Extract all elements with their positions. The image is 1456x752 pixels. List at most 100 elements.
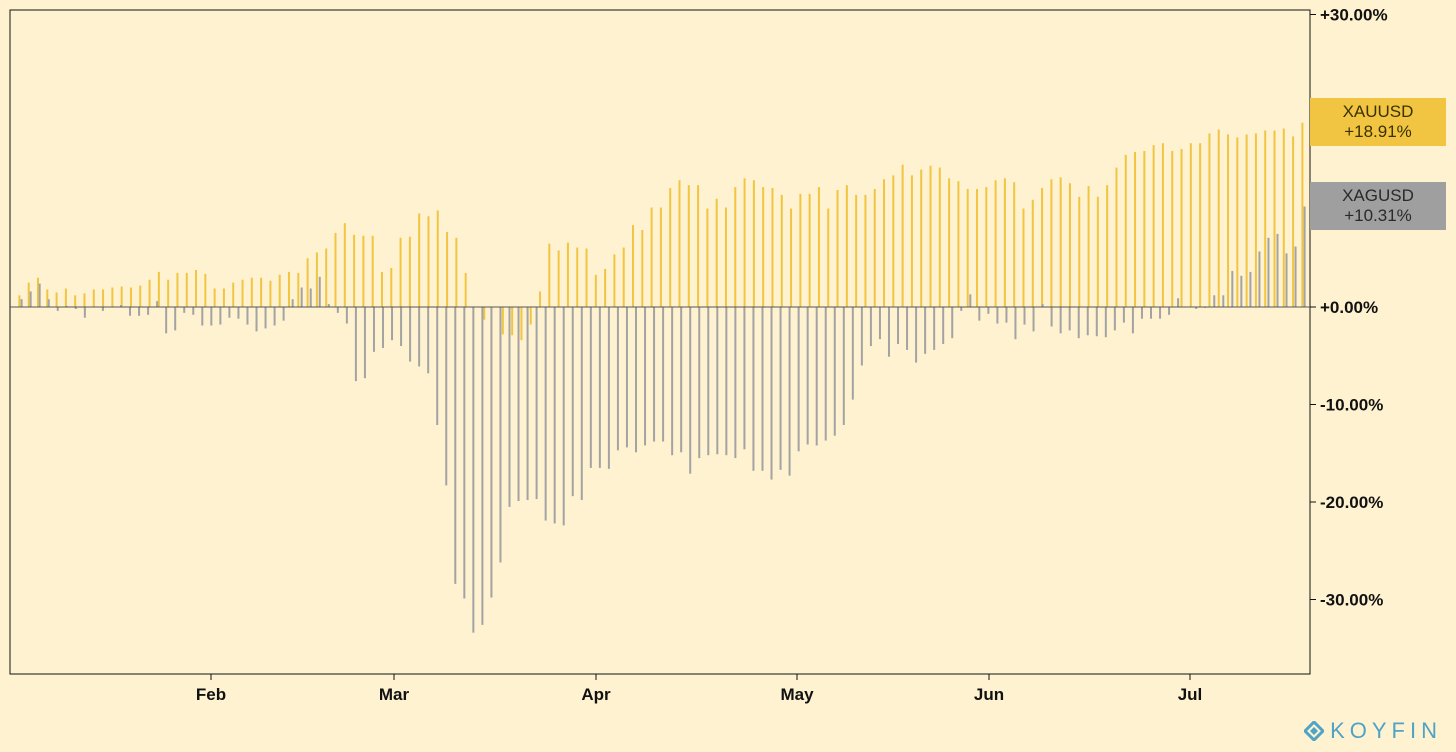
xauusd-bar	[455, 237, 458, 307]
xauusd-bar	[1031, 199, 1034, 307]
xagusd-bar	[147, 307, 150, 315]
xagusd-bar	[1168, 307, 1171, 315]
xagusd-bar	[671, 307, 674, 456]
xagusd-bar	[201, 307, 204, 326]
xagusd-bar	[101, 307, 104, 311]
xauusd-bar	[269, 280, 272, 307]
xagusd-bar	[436, 307, 439, 425]
xauusd-bar	[520, 307, 523, 341]
xauusd-bar	[511, 307, 514, 336]
xagusd-bar	[526, 307, 529, 501]
xagusd-bar	[544, 307, 547, 521]
xagusd-bar	[427, 307, 430, 374]
xauusd-bar	[892, 175, 895, 308]
xagusd-bar	[1159, 307, 1162, 319]
xagusd-bar	[255, 307, 258, 332]
xauusd-bar	[74, 295, 77, 307]
xauusd-bar	[213, 288, 216, 307]
xauusd-bar	[129, 287, 132, 307]
xagusd-bar	[842, 307, 845, 425]
xagusd-bar	[598, 307, 601, 468]
xagusd-bar	[400, 307, 403, 346]
xagusd-bar	[1285, 253, 1288, 308]
xagusd-bar	[29, 291, 32, 307]
xauusd-bar	[1022, 208, 1025, 307]
xauusd-bar	[1199, 143, 1202, 307]
xagusd-bar	[571, 307, 574, 497]
xauusd-bar	[92, 289, 95, 307]
y-tick-label: -20.00%	[1320, 493, 1383, 512]
xagusd-bar	[228, 307, 231, 318]
xagusd-bar	[1140, 307, 1143, 319]
xauusd-bar	[1227, 134, 1230, 307]
xagusd-bar	[1276, 233, 1279, 308]
xauusd-bar	[780, 194, 783, 308]
xauusd-bar	[501, 307, 504, 335]
xauusd-bar	[864, 194, 867, 308]
xagusd-bar	[119, 305, 122, 307]
xagusd-bar	[20, 299, 23, 307]
xagusd-bar	[1195, 307, 1198, 309]
xagusd-bar	[174, 307, 177, 331]
xauusd-bar	[139, 285, 142, 307]
xauusd-bar	[1217, 129, 1220, 307]
y-tick-label: +30.00%	[1320, 6, 1388, 25]
xauusd-bar	[1041, 188, 1044, 307]
xagusd-bar	[978, 307, 981, 321]
xagusd-bar	[1059, 307, 1062, 334]
brand-label: KOYFIN	[1330, 718, 1442, 743]
xauusd-bar	[46, 289, 49, 307]
legend-xagusd-name: XAGUSD	[1342, 186, 1414, 205]
xauusd-bar	[669, 188, 672, 307]
xagusd-bar	[129, 307, 132, 316]
xagusd-bar	[499, 307, 502, 563]
xagusd-bar	[463, 307, 466, 599]
xagusd-bar	[336, 307, 339, 313]
xauusd-bar	[288, 271, 291, 307]
xagusd-bar	[1267, 237, 1270, 307]
xauusd-bar	[260, 277, 263, 307]
xauusd-bar	[436, 210, 439, 307]
xagusd-bar	[662, 307, 665, 442]
legend-xauusd-name: XAUUSD	[1342, 102, 1414, 121]
xagusd-bar	[580, 307, 583, 501]
xauusd-bar	[362, 235, 365, 307]
xauusd-bar	[594, 274, 597, 307]
xagusd-bar	[83, 307, 86, 318]
xagusd-bar	[363, 307, 366, 379]
xauusd-bar	[1236, 137, 1239, 307]
xagusd-bar	[418, 307, 421, 367]
xauusd-bar	[334, 232, 337, 307]
xauusd-bars	[18, 122, 1304, 341]
xagusd-bar	[345, 307, 348, 324]
xauusd-bar	[566, 242, 569, 307]
xagusd-bar	[797, 307, 800, 452]
xagusd-bar	[282, 307, 285, 321]
xagusd-bar	[445, 307, 448, 486]
xauusd-bar	[622, 247, 625, 307]
xauusd-bar	[938, 167, 941, 307]
xagusd-bar	[915, 307, 918, 363]
xagusd-bar	[481, 307, 484, 625]
xagusd-bar	[1068, 307, 1071, 331]
xauusd-bar	[399, 237, 402, 307]
xauusd-bar	[1003, 178, 1006, 307]
xagusd-bar	[300, 287, 303, 307]
koyfin-diamond-icon	[1304, 721, 1325, 741]
xauusd-bar	[994, 180, 997, 307]
xauusd-bar	[771, 188, 774, 307]
legend-xagusd-value: +10.31%	[1344, 206, 1412, 225]
xagusd-bar	[878, 307, 881, 340]
xagusd-bar	[138, 307, 141, 316]
xauusd-bar	[1087, 186, 1090, 307]
xagusd-bar	[74, 307, 77, 309]
xauusd-bar	[176, 272, 179, 308]
xagusd-bar	[1240, 275, 1243, 307]
xauusd-bar	[325, 248, 328, 307]
xauusd-bar	[1143, 151, 1146, 307]
x-axis: Feb Mar Apr May Jun Jul	[196, 674, 1202, 704]
xauusd-bar	[762, 187, 765, 307]
xagusd-bar	[165, 307, 168, 334]
xauusd-bar	[1050, 179, 1053, 307]
xagusd-bar	[273, 307, 276, 326]
